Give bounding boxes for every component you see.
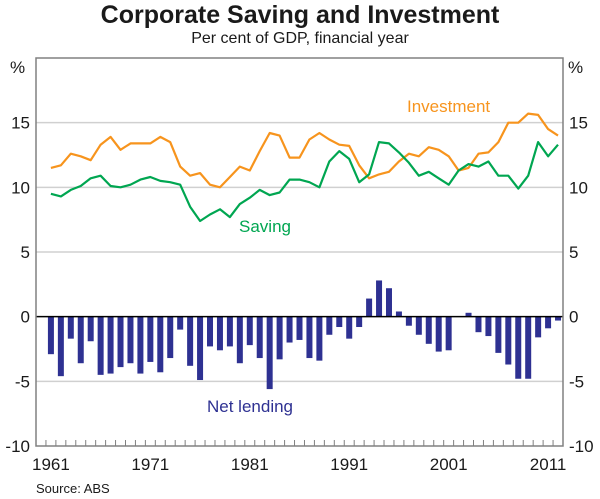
net-lending-bar bbox=[306, 316, 313, 359]
net-lending-bar bbox=[266, 316, 273, 390]
net-lending-bar bbox=[475, 316, 482, 333]
net-lending-bar bbox=[117, 316, 124, 368]
net-lending-bar bbox=[97, 316, 104, 375]
y-tick-label-right: 10 bbox=[569, 178, 588, 197]
net-lending-bar bbox=[316, 316, 323, 361]
net-lending-bar bbox=[445, 316, 452, 351]
net-lending-bar bbox=[226, 316, 233, 347]
net-lending-bar bbox=[435, 316, 442, 352]
net-lending-bars bbox=[47, 280, 562, 390]
net-lending-bar bbox=[107, 316, 114, 374]
net-lending-bar bbox=[207, 316, 214, 347]
y-tick-label-left: 5 bbox=[21, 243, 30, 262]
net-lending-bar bbox=[197, 316, 204, 381]
saving-label: Saving bbox=[239, 217, 291, 236]
y-tick-label-left: 15 bbox=[11, 114, 30, 133]
y-axis-unit-left: % bbox=[10, 58, 25, 77]
net-lending-bar bbox=[385, 288, 392, 317]
net-lending-bar bbox=[376, 280, 383, 317]
y-axis-unit-right: % bbox=[568, 58, 583, 77]
x-tick-label: 1961 bbox=[32, 455, 70, 474]
net-lending-bar bbox=[236, 316, 243, 364]
net-lending-bar bbox=[276, 316, 283, 360]
y-tick-label-right: 15 bbox=[569, 114, 588, 133]
x-tick-label: 2001 bbox=[430, 455, 468, 474]
net-lending-bar bbox=[366, 298, 373, 317]
investment-label: Investment bbox=[407, 97, 490, 116]
net-lending-bar bbox=[485, 316, 492, 337]
net-lending-bar bbox=[147, 316, 154, 362]
net-lending-bar bbox=[137, 316, 144, 374]
y-tick-label-right: -10 bbox=[569, 437, 594, 456]
net-lending-bar bbox=[177, 316, 184, 330]
net-lending-bar bbox=[77, 316, 84, 364]
x-ticks bbox=[35, 440, 564, 446]
net-lending-bar bbox=[415, 316, 422, 335]
net-lending-label: Net lending bbox=[207, 397, 293, 416]
source-note: Source: ABS bbox=[36, 481, 110, 496]
x-tick-label: 2011 bbox=[530, 455, 567, 474]
y-tick-label-right: 0 bbox=[569, 308, 578, 327]
net-lending-bar bbox=[356, 316, 363, 328]
gridlines bbox=[36, 121, 563, 383]
net-lending-bar bbox=[296, 316, 303, 340]
y-tick-label-right: 5 bbox=[569, 243, 578, 262]
net-lending-bar bbox=[216, 316, 223, 351]
net-lending-bar bbox=[57, 316, 64, 377]
net-lending-bar bbox=[256, 316, 263, 359]
net-lending-bar bbox=[167, 316, 174, 359]
net-lending-bar bbox=[545, 316, 552, 329]
net-lending-bar bbox=[157, 316, 164, 373]
chart-title: Corporate Saving and Investment bbox=[100, 1, 500, 29]
net-lending-bar bbox=[246, 316, 253, 346]
net-lending-bar bbox=[87, 316, 94, 342]
net-lending-bar bbox=[525, 316, 532, 379]
investment-line bbox=[50, 112, 559, 189]
y-tick-label-left: -5 bbox=[15, 372, 30, 391]
x-tick-label: 1981 bbox=[231, 455, 269, 474]
net-lending-bar bbox=[286, 316, 293, 343]
net-lending-bar bbox=[187, 316, 194, 366]
net-lending-bar bbox=[405, 316, 412, 326]
net-lending-bar bbox=[326, 316, 333, 335]
chart-subtitle: Per cent of GDP, financial year bbox=[191, 30, 409, 47]
y-tick-label-left: -10 bbox=[5, 437, 30, 456]
net-lending-bar bbox=[535, 316, 542, 338]
net-lending-bar bbox=[425, 316, 432, 344]
y-tick-label-right: -5 bbox=[569, 372, 584, 391]
net-lending-bar bbox=[465, 312, 472, 317]
plot-frame bbox=[35, 57, 564, 447]
y-tick-label-left: 0 bbox=[21, 308, 30, 327]
y-tick-label-left: 10 bbox=[11, 178, 30, 197]
net-lending-bar bbox=[555, 316, 562, 321]
net-lending-bar bbox=[395, 311, 402, 317]
x-tick-labels: 1961 1971 1981 1991 2001 2011 bbox=[32, 455, 566, 474]
net-lending-bar bbox=[47, 316, 54, 355]
net-lending-bar bbox=[336, 316, 343, 328]
x-tick-label: 1971 bbox=[131, 455, 169, 474]
net-lending-bar bbox=[515, 316, 522, 379]
net-lending-bar bbox=[127, 316, 134, 364]
net-lending-bar bbox=[346, 316, 353, 339]
net-lending-bar bbox=[495, 316, 502, 353]
saving-line bbox=[50, 141, 559, 223]
y-tick-labels: -10 -10 -5 -5 0 0 5 5 10 10 15 15 bbox=[5, 114, 593, 456]
x-tick-label: 1991 bbox=[330, 455, 368, 474]
net-lending-bar bbox=[505, 316, 512, 365]
net-lending-bar bbox=[67, 316, 74, 339]
